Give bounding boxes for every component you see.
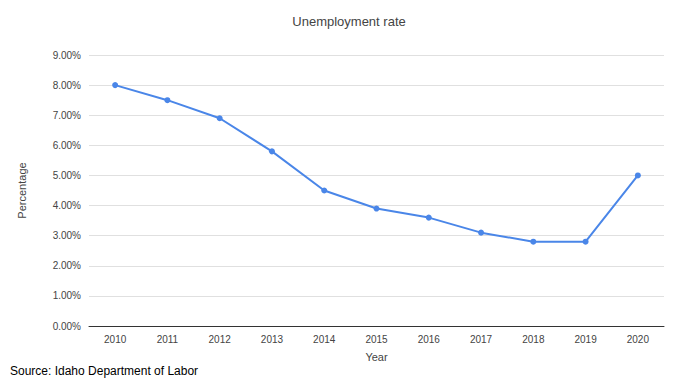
svg-text:3.00%: 3.00% — [53, 230, 81, 241]
svg-text:0.00%: 0.00% — [53, 321, 81, 332]
svg-text:Percentage: Percentage — [16, 162, 28, 218]
svg-text:8.00%: 8.00% — [53, 80, 81, 91]
svg-text:2019: 2019 — [574, 334, 597, 345]
svg-text:2016: 2016 — [418, 334, 441, 345]
svg-text:2.00%: 2.00% — [53, 260, 81, 271]
svg-text:6.00%: 6.00% — [53, 140, 81, 151]
svg-text:7.00%: 7.00% — [53, 110, 81, 121]
svg-text:2014: 2014 — [313, 334, 336, 345]
svg-text:2011: 2011 — [157, 334, 179, 345]
svg-text:9.00%: 9.00% — [53, 50, 81, 61]
svg-text:2012: 2012 — [209, 334, 232, 345]
svg-text:2010: 2010 — [104, 334, 127, 345]
svg-text:2015: 2015 — [365, 334, 388, 345]
svg-text:2017: 2017 — [470, 334, 493, 345]
svg-text:2013: 2013 — [261, 334, 284, 345]
svg-text:2020: 2020 — [627, 334, 650, 345]
svg-text:1.00%: 1.00% — [53, 290, 81, 301]
svg-text:2018: 2018 — [522, 334, 545, 345]
svg-text:Source: Idaho Department of La: Source: Idaho Department of Labor — [10, 364, 198, 378]
svg-text:4.00%: 4.00% — [53, 200, 81, 211]
svg-text:5.00%: 5.00% — [53, 170, 81, 181]
svg-text:Year: Year — [365, 351, 388, 363]
svg-text:Unemployment rate: Unemployment rate — [292, 14, 405, 29]
